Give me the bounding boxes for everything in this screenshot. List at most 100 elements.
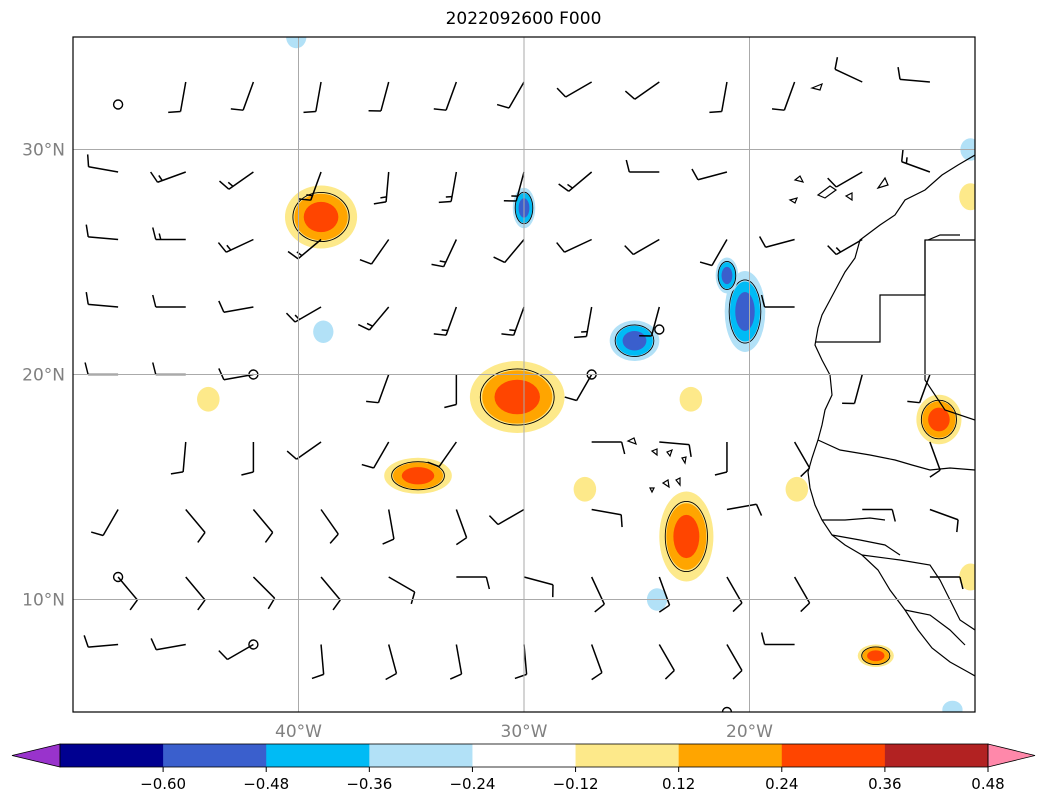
barb-full-flag	[197, 599, 206, 611]
wind-barb	[760, 632, 795, 646]
barb-full-flag	[732, 602, 743, 613]
colorbar-swatch	[369, 744, 473, 767]
barb-staff	[659, 441, 690, 446]
barb-full-flag	[83, 635, 89, 648]
barb-full-flag	[217, 242, 227, 253]
barb-half-flag	[509, 329, 516, 332]
barb-staff	[373, 441, 390, 469]
barb-staff	[834, 68, 863, 83]
barb-full-flag	[900, 149, 904, 162]
wind-barb	[252, 576, 276, 610]
colorbar-swatch	[60, 744, 164, 767]
wind-barb	[862, 508, 896, 522]
barb-full-flag	[329, 533, 339, 544]
wind-barb	[558, 171, 593, 192]
positive-anomaly	[679, 386, 703, 412]
wind-barb	[771, 81, 796, 111]
barb-staff	[320, 576, 341, 601]
barb-staff	[370, 239, 390, 265]
barb-half-flag	[158, 175, 163, 181]
barb-full-flag	[410, 591, 416, 605]
barb-staff	[726, 644, 743, 671]
barb-full-flag	[382, 538, 395, 545]
barb-staff	[765, 238, 795, 248]
barb-full-flag	[591, 672, 603, 681]
barb-full-flag	[624, 245, 634, 256]
wind-barb	[84, 362, 119, 376]
wind-barb	[218, 300, 254, 313]
anomaly-contour-fill	[959, 563, 975, 591]
calm-wind-circle	[112, 99, 124, 110]
barb-staff	[377, 374, 390, 403]
barb-full-flag	[170, 471, 184, 475]
barb-staff	[523, 576, 554, 586]
barb-full-flag	[311, 673, 324, 680]
anomaly-contour-fill	[673, 514, 700, 559]
barb-staff	[438, 441, 457, 468]
wind-barb	[150, 171, 187, 183]
colorbar-tick-label: 0.36	[868, 775, 901, 793]
guinea-outline	[861, 554, 975, 631]
positive-anomaly	[916, 394, 962, 445]
barb-full-flag	[86, 154, 90, 167]
barb-staff	[899, 78, 930, 83]
barb-full-flag	[959, 576, 964, 590]
wind-barb	[252, 509, 274, 543]
barb-full-flag	[241, 471, 254, 476]
barb-half-flag	[835, 247, 842, 253]
colorbar-swatch	[163, 744, 267, 767]
coastline	[626, 82, 975, 677]
colorbar-swatch	[678, 744, 783, 767]
wind-barb	[86, 154, 119, 173]
barb-half-flag	[366, 322, 373, 327]
barb-full-flag	[455, 537, 468, 546]
wind-barb	[320, 509, 339, 544]
barb-full-flag	[488, 515, 499, 526]
barb-full-flag	[433, 108, 447, 111]
barb-staff	[658, 644, 675, 671]
barb-full-flag	[771, 108, 785, 111]
calm-wind-circle	[112, 571, 124, 583]
barb-full-flag	[197, 532, 206, 543]
wind-barb	[373, 171, 390, 205]
wind-barbs	[83, 57, 964, 712]
africa-coastline	[807, 154, 975, 677]
wind-barb	[590, 644, 603, 681]
wind-barb	[556, 238, 592, 253]
barb-full-flag	[152, 362, 157, 375]
barb-staff	[590, 644, 603, 673]
colorbar-swatch	[884, 744, 989, 767]
barb-staff	[650, 306, 661, 337]
negative-anomaly	[286, 37, 307, 49]
wind-barb	[658, 644, 675, 680]
barb-half-flag	[226, 244, 232, 251]
anomaly-contour-line	[664, 500, 708, 573]
wind-barb	[842, 374, 863, 405]
barb-full-flag	[285, 312, 296, 323]
latitude-tick-label: 20°N	[22, 366, 65, 386]
barb-full-flag	[431, 263, 444, 268]
barb-full-flag	[150, 638, 157, 651]
barb-full-flag	[286, 450, 297, 460]
wind-barb	[230, 81, 255, 111]
barb-staff	[387, 509, 395, 540]
barb-half-flag	[380, 196, 387, 199]
barb-full-flag	[218, 650, 228, 661]
barb-full-flag	[493, 256, 506, 264]
barb-full-flag	[800, 602, 811, 613]
barb-staff	[88, 303, 119, 308]
colorbar-tick-label: −0.48	[243, 775, 289, 793]
barb-full-flag	[438, 200, 452, 204]
wind-barb	[388, 576, 416, 605]
barb-staff	[721, 81, 728, 112]
colorbar-extend-min	[11, 743, 61, 768]
anomaly-contour-fill	[286, 37, 307, 49]
wind-barb	[311, 644, 325, 680]
wind-barb	[298, 171, 322, 201]
barb-full-flag	[152, 294, 157, 308]
calm-wind-circle	[654, 324, 665, 335]
wind-barb	[366, 374, 390, 404]
map-frame	[72, 36, 976, 713]
wind-barb	[624, 81, 660, 100]
anomaly-contour-fill	[959, 183, 975, 211]
